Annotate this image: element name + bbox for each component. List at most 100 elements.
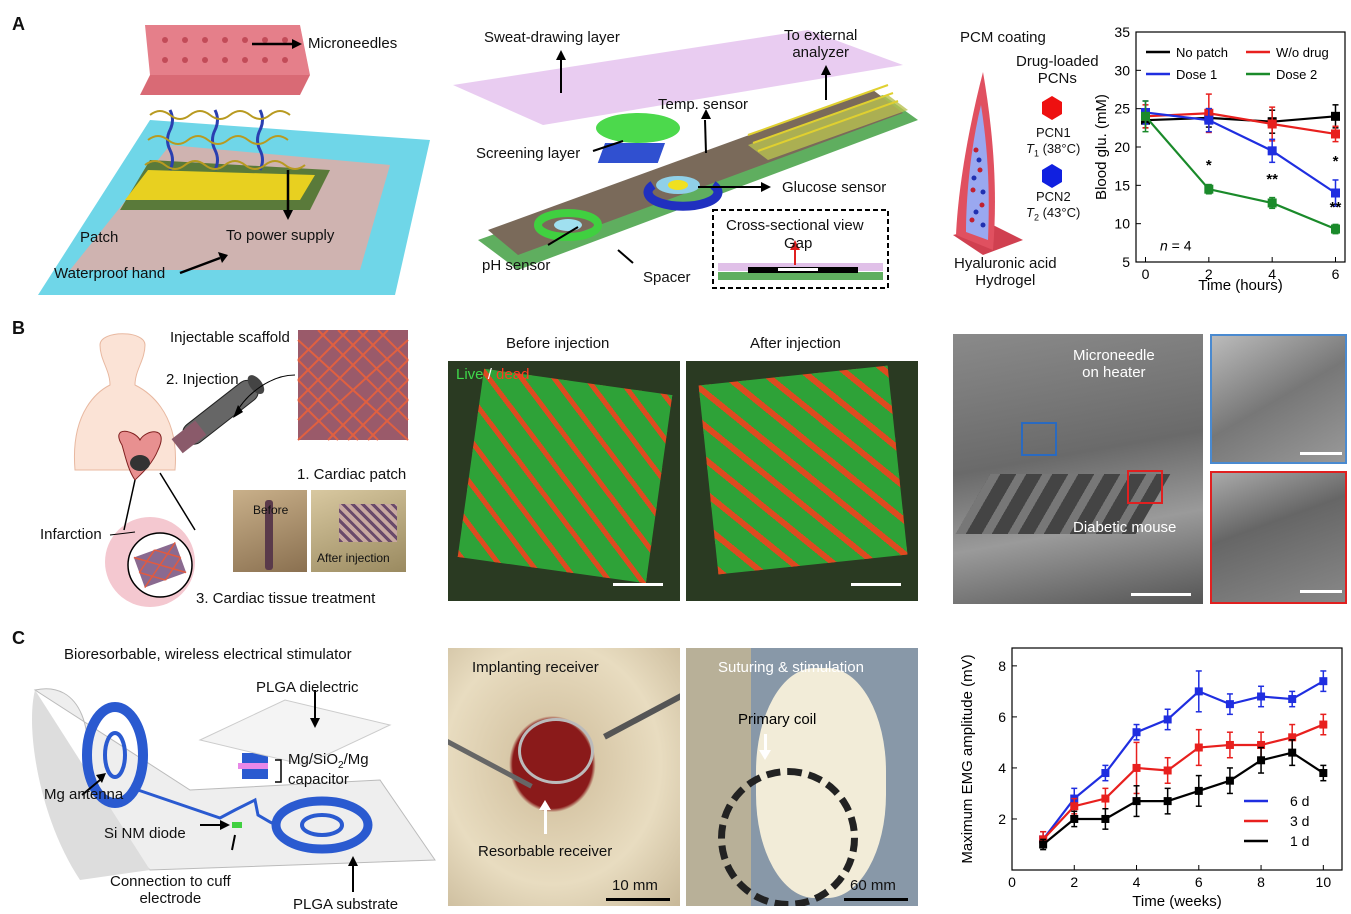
implanting-photo: Implanting receiver Resorbable receiver … [448,648,680,906]
data-point [1163,766,1172,775]
pcn1-label: PCN1 [1036,125,1071,140]
plga-dielectric-label: PLGA dielectric [256,679,359,696]
data-point [1257,740,1266,749]
microneedle-patch-illustration [38,25,430,295]
series-line [1145,111,1337,194]
data-point [1070,802,1079,811]
series-line [1042,751,1324,846]
cuff-connection-label: Connection to cuff electrode [110,873,231,907]
data-point [1101,814,1110,823]
data-point [1331,224,1340,234]
data-point [1163,715,1172,724]
blood-glucose-chart: 0 2 4 6 5 10 15 20 25 30 35 Time (hours) Blood glu. … [1093,24,1346,294]
fluorescence-after-image [686,361,918,601]
series-line [1042,723,1324,841]
emg-amplitude-chart: 0 2 4 6 8 10 2 4 6 8 Time (weeks) Maximum EMG ampli… [959,647,1343,910]
y-tick-label: 2 [998,811,1006,827]
y-tick-label: 4 [998,760,1006,776]
y-tick-label: 20 [1114,139,1130,155]
fluorescence-before-image: Live / dead [448,361,680,601]
glucose-sensor-label: Glucose sensor [782,179,887,196]
plot-frame [1011,647,1343,871]
suturing-photo: Suturing & stimulation Primary coil 60 m… [686,648,918,906]
x-tick-label: 4 [1268,266,1276,282]
injectable-scaffold-label: Injectable scaffold [170,329,290,346]
data-point [1225,776,1234,785]
series-line [1042,680,1324,841]
ph-sensor-label: pH sensor [482,257,551,274]
y-tick-label: 15 [1114,177,1130,193]
microneedles-label: Microneedles [308,35,398,52]
data-point [1267,146,1277,156]
blue-roi-box [1021,422,1057,456]
mg-antenna-label: Mg antenna [44,786,124,803]
series-line [1145,115,1336,123]
data-point [1132,763,1141,772]
x-tick-label: 0 [1142,266,1150,282]
scale-bar [613,583,663,586]
scale-bar [851,583,901,586]
spacer-label: Spacer [643,269,691,286]
data-point [1039,840,1048,849]
pcn2-temp-label: T2 (43°C) [1026,205,1081,223]
sem-zoom-red-image [1210,471,1347,604]
wireless-stimulator-illustration [32,688,436,892]
significance-marker: ** [1330,199,1342,216]
x-tick-label: 2 [1205,266,1213,282]
diabetic-mouse-label: Diabetic mouse [1073,519,1177,536]
pcn-microneedle-illustration [953,72,1062,255]
data-point [1194,743,1203,752]
after-label: After injection [317,551,390,565]
significance-marker: ** [1266,171,1278,188]
sweat-layer-label: Sweat-drawing layer [484,29,620,46]
gap-label: Gap [784,235,813,252]
scale-bar [1131,593,1191,596]
data-point [1319,720,1328,729]
data-point [1163,797,1172,806]
series-line [1144,115,1336,231]
injectable-scaffold-illustration [73,330,409,607]
legend-label: 1 d [1290,833,1309,849]
legend-label: W/o drug [1276,45,1329,60]
sem-overview-image: Microneedle on heater Diabetic mouse [953,334,1203,604]
legend-label: Dose 1 [1176,67,1217,82]
legend-label: Dose 2 [1276,67,1317,82]
x-axis-label: Time (hours) [1198,277,1282,294]
waterproof-hand-label: Waterproof hand [54,265,166,282]
data-point [1267,198,1277,208]
x-tick-label: 6 [1332,266,1340,282]
stimulator-title: Bioresorbable, wireless electrical stimu… [64,646,352,663]
scale-label-10mm: 10 mm [612,877,658,894]
data-point [1225,700,1234,709]
drug-loaded-label: Drug-loaded PCNs [1016,53,1099,87]
before-label: Before [253,503,289,517]
screening-layer-label: Screening layer [476,145,581,162]
y-tick-label: 10 [1114,216,1130,232]
y-axis-label: Maximum EMG amplitude (mV) [959,654,976,863]
data-point [1204,115,1214,125]
hyaluronic-label: Hyaluronic acid Hydrogel [954,255,1057,289]
x-tick-label: 2 [1070,874,1078,890]
y-tick-label: 25 [1114,101,1130,117]
data-point [1132,728,1141,737]
data-point [1194,786,1203,795]
live-dead-legend: Live / dead [456,366,530,383]
x-tick-label: 6 [1195,874,1203,890]
significance-marker: * [1206,157,1212,174]
implanting-label: Implanting receiver [472,659,599,676]
x-tick-label: 10 [1316,874,1332,890]
data-point [1331,111,1340,121]
legend-label: 6 d [1290,793,1309,809]
microneedle-heater-label: Microneedle on heater [1073,347,1155,381]
y-tick-label: 6 [998,709,1006,725]
sem-zoom-blue-image [1210,334,1347,464]
after-injection-title: After injection [750,335,841,352]
data-point [1101,794,1110,803]
panel-label-a: A [12,14,25,34]
injection-step-label: 2. Injection [166,371,239,388]
capacitor-label-2: capacitor [288,771,349,788]
cardiac-patch-label: 1. Cardiac patch [297,466,407,483]
data-point [1101,769,1110,778]
cross-section-label: Cross-sectional view [726,217,864,234]
data-point [1319,677,1328,686]
